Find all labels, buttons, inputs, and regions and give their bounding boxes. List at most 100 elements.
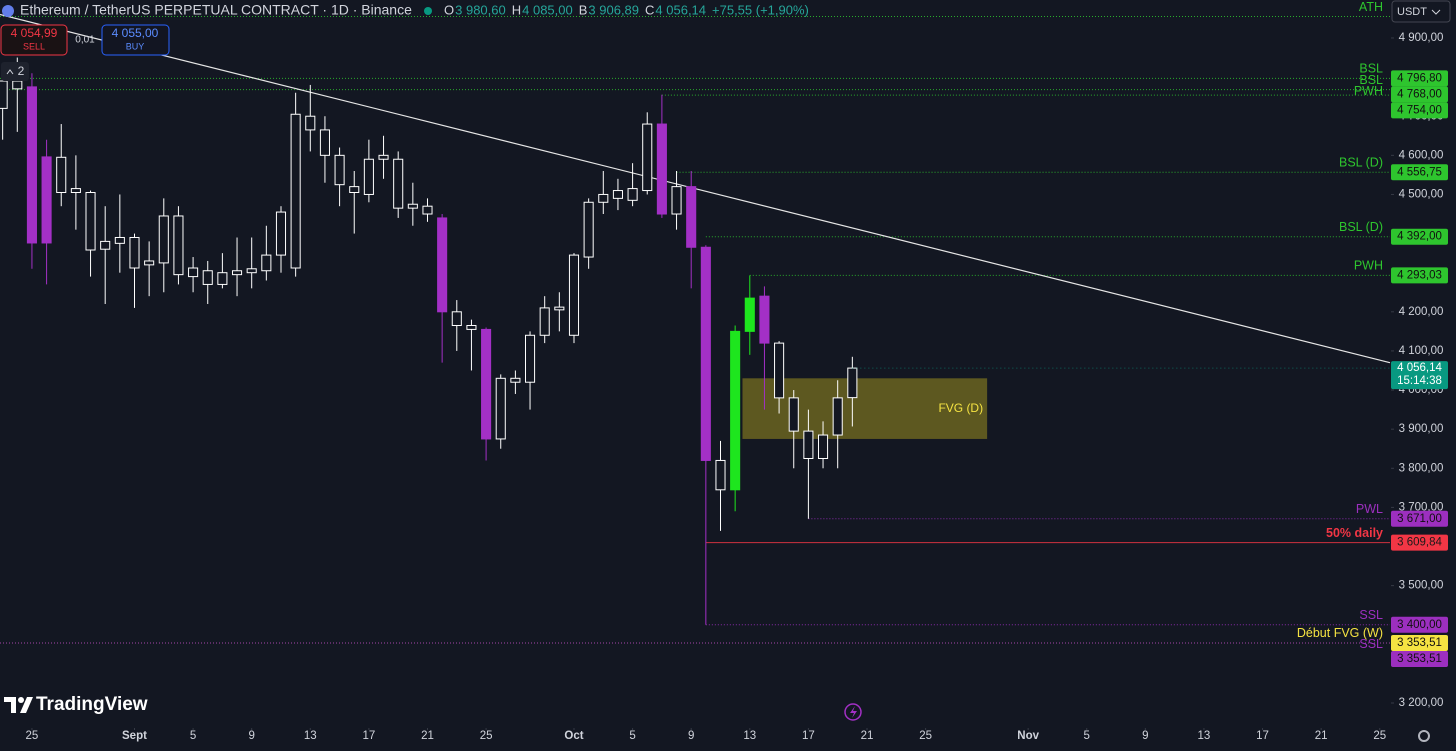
- candle-body: [173, 215, 184, 276]
- x-tick-label: 17: [802, 730, 815, 742]
- y-tick-label: 4 500,00: [1399, 188, 1444, 200]
- candle-body: [26, 86, 37, 244]
- candle-body: [158, 215, 169, 264]
- x-tick-label: 13: [304, 730, 317, 742]
- x-tick-label: 25: [480, 730, 493, 742]
- y-tick-label: 4 100,00: [1399, 345, 1444, 357]
- candle-body: [466, 325, 477, 330]
- candle-body: [100, 240, 111, 250]
- candle-body: [730, 330, 741, 491]
- candle-body: [510, 377, 521, 383]
- change: +75,55 (+1,90%): [712, 2, 809, 17]
- y-tick-label: 3 900,00: [1399, 423, 1444, 435]
- price-box-label: 3 353,51: [1397, 637, 1442, 649]
- lightning: [850, 706, 857, 718]
- x-tick-label: Sept: [122, 730, 147, 742]
- trade-panel[interactable]: 4 054,99 SELL 0,01 4 055,00 BUY 2: [0, 24, 170, 81]
- candle-body: [378, 154, 389, 160]
- candle-body: [275, 211, 287, 256]
- price-box-label: 3 671,00: [1397, 513, 1442, 525]
- candle-body: [583, 201, 594, 258]
- candle-body: [202, 270, 213, 285]
- ohlc-value: 3 980,60: [455, 2, 506, 17]
- level-label: SSL: [1359, 608, 1383, 622]
- candle-body: [832, 397, 843, 436]
- logo-dot: [18, 697, 24, 703]
- level-label: BSL (D): [1339, 220, 1383, 234]
- x-tick-label: 5: [190, 730, 196, 742]
- candle-body: [481, 328, 492, 440]
- x-tick-label: 21: [421, 730, 434, 742]
- price-box: [1391, 510, 1448, 527]
- indicator-toggle[interactable]: [1, 62, 29, 81]
- x-tick-label: 9: [1142, 730, 1148, 742]
- buy-price: 4 055,00: [112, 26, 159, 40]
- candle-body: [744, 297, 755, 332]
- candle-body: [524, 334, 536, 383]
- level-label: Début FVG (W): [1297, 626, 1383, 640]
- candle-body: [539, 307, 550, 336]
- y-tick-label: 3 800,00: [1399, 462, 1444, 474]
- ohlc-value: 4 056,14: [655, 2, 706, 17]
- sell-button[interactable]: [0, 24, 68, 56]
- x-tick-label: 13: [1198, 730, 1211, 742]
- x-tick-label: 17: [362, 730, 375, 742]
- candle-body: [847, 367, 858, 399]
- candle-body: [803, 430, 814, 460]
- candle-body: [246, 268, 257, 274]
- level-label: ATH: [1359, 0, 1383, 14]
- x-tick-label: 25: [26, 730, 39, 742]
- candle-body: [612, 190, 623, 199]
- level-label: PWH: [1354, 84, 1383, 98]
- currency-chevron: [1431, 9, 1441, 15]
- candle-body: [363, 158, 374, 195]
- buy-button[interactable]: [101, 24, 170, 56]
- logo-mark: [4, 697, 33, 713]
- sell-label: SELL: [23, 41, 45, 51]
- y-tick-label: 3 200,00: [1399, 697, 1444, 709]
- x-tick-label: 25: [919, 730, 932, 742]
- price-box: [1391, 650, 1448, 667]
- price-box-label: 3 353,51: [1397, 653, 1442, 665]
- spread: 0,01: [75, 35, 95, 46]
- candle-body: [686, 186, 697, 248]
- y-tick-label: 4 600,00: [1399, 149, 1444, 161]
- x-tick-label: 5: [1084, 730, 1090, 742]
- y-tick-label: 3 700,00: [1399, 501, 1444, 513]
- candle-body: [319, 129, 330, 156]
- status-dot: [424, 7, 432, 15]
- settings-icon[interactable]: [1418, 730, 1430, 742]
- price-box: [1391, 102, 1448, 119]
- candle-body: [598, 193, 609, 203]
- level-label: BSL: [1359, 73, 1383, 87]
- price-box-label: 4 556,75: [1397, 166, 1442, 178]
- candle-body: [70, 188, 81, 193]
- candle-body: [129, 236, 140, 269]
- lightning-icon[interactable]: [844, 703, 862, 721]
- x-tick-label: 9: [248, 730, 254, 742]
- candle-body: [144, 260, 155, 266]
- x-tick-label: Nov: [1017, 730, 1039, 742]
- ohlc-key: C: [645, 2, 654, 17]
- currency-button[interactable]: [1391, 0, 1451, 23]
- candle-body: [407, 203, 418, 209]
- price-box: [1391, 616, 1448, 633]
- indicator-count: 2: [18, 64, 25, 78]
- candle-body: [774, 342, 785, 399]
- ohlc-value: 3 906,89: [588, 2, 639, 17]
- candle-body: [568, 254, 580, 336]
- header: Ethereum / TetherUS PERPETUAL CONTRACT ·…: [2, 2, 809, 18]
- candle-body: [422, 205, 433, 215]
- candle-body: [85, 191, 96, 251]
- candle-body: [759, 295, 770, 344]
- candle-body: [671, 186, 682, 215]
- price-box: [1391, 86, 1448, 103]
- candle-body: [495, 377, 506, 440]
- candle-body: [290, 113, 301, 269]
- ohlc-key: H: [512, 2, 521, 17]
- y-tick-label: 4 200,00: [1399, 306, 1444, 318]
- candle-body: [305, 115, 316, 131]
